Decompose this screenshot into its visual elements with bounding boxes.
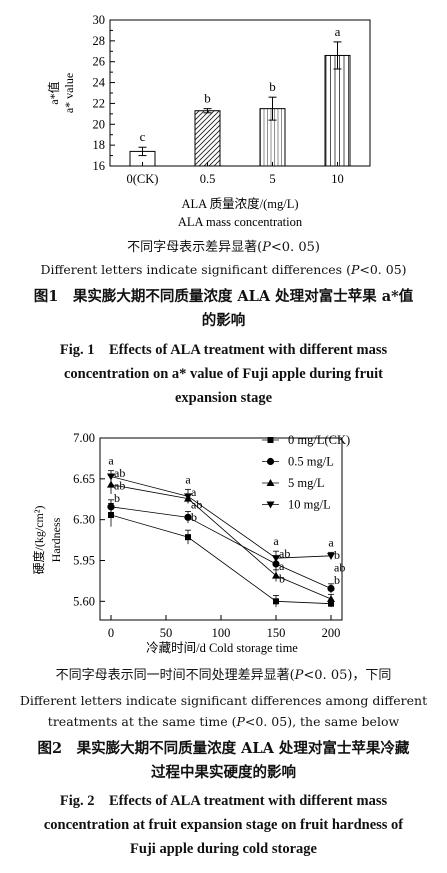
f2-point-s1-p1	[184, 513, 192, 521]
f1-ylabel-en: a* value	[62, 73, 76, 113]
f2-ytick-label-2: 6.30	[73, 513, 95, 527]
f2-sig-letter-s3-p2: a	[273, 534, 279, 548]
f1-bar-1	[194, 110, 221, 167]
f2-point-s0-p2	[273, 598, 279, 605]
f2-legend-label-1: 0.5 mg/L	[288, 455, 334, 469]
f1-ytick-label-6: 28	[93, 34, 106, 48]
f2-plot-frame	[99, 437, 343, 621]
f2-sig-letter-s0-p3: b	[334, 573, 340, 587]
f1-xtick-label-1: 0.5	[200, 172, 216, 186]
f2-series-line-3	[110, 476, 332, 559]
f2-ylabel-cn: 硬度/(kg/cm²)	[31, 506, 46, 575]
f1-ytick-label-5: 26	[93, 55, 106, 69]
f1-ylabel-cn: a*值	[46, 81, 61, 104]
f2-point-s3-p0	[107, 473, 115, 481]
f1-sig-letter-3: a	[335, 24, 341, 39]
f1-ytick-label-0: 16	[93, 159, 106, 173]
f2-point-s1-p0	[107, 503, 115, 511]
f2-ytick-label-0: 5.60	[73, 594, 95, 608]
f2-sig-letter-s1-p3: ab	[334, 560, 345, 574]
f2-xlabel: 冷藏时间/d Cold storage time	[146, 641, 298, 655]
f1-ytick-label-1: 18	[93, 138, 106, 152]
f2-legend-label-3: 10 mg/L	[288, 498, 331, 512]
f2-point-s2-p3	[327, 595, 335, 602]
f2-ytick-label-4: 7.00	[73, 431, 95, 445]
f2-sig-letter-s1-p1: ab	[191, 497, 202, 511]
f2-legend-marker-3	[266, 501, 275, 509]
f2-xtick-label-2: 100	[212, 626, 231, 640]
f2-series-line-1	[110, 506, 332, 589]
f2-sig-letter-s2-p3: b	[334, 548, 340, 562]
f2-point-s2-p0	[107, 480, 115, 488]
f1-plot-frame	[109, 19, 371, 167]
f2-sig-letter-s0-p1: b	[191, 510, 197, 524]
f2-xtick-label-3: 150	[267, 626, 286, 640]
f1-note-en: Different letters indicate significant d…	[40, 262, 407, 277]
f2-series-line-0	[110, 514, 332, 605]
f2-legend-marker-0	[267, 437, 274, 443]
f1-caption-cn: 图1 果实膨大期不同质量浓度 ALA 处理对富士苹果 a*值 的影响	[33, 288, 414, 329]
f2-xtick-label-0: 0	[108, 626, 114, 640]
f2-sig-letter-s3-p1: a	[185, 472, 191, 486]
f2-legend-marker-2	[266, 479, 275, 486]
f2-point-s0-p0	[108, 512, 114, 518]
f1-bar-3	[324, 54, 351, 167]
f2-sig-letter-s1-p0: ab	[114, 479, 125, 493]
f1-xlabel-en: ALA mass concentration	[178, 215, 303, 229]
f2-legend-marker-1	[266, 457, 275, 466]
f2-note-cn: 不同字母表示同一时间不同处理差异显著(P<0. 05)，下同	[55, 668, 392, 683]
f2-point-s1-p3	[327, 584, 335, 593]
f1-xtick-label-2: 5	[269, 172, 275, 186]
figure-1-bar-chart: 16 18 20 22 24 26 28 30 c 0(CK) b 0.5 b 5 a 10 a*值 a* …	[46, 13, 371, 229]
f2-caption-cn: 图2 果实膨大期不同质量浓度 ALA 处理对富士苹果冷藏 过程中果实硬度的影响	[37, 740, 410, 781]
f1-sig-letter-2: b	[269, 79, 276, 94]
f2-legend-label-0: 0 mg/L(CK)	[288, 433, 350, 447]
f2-ylabel-en: Hardness	[49, 517, 63, 562]
f2-point-s0-p1	[185, 534, 191, 541]
f2-sig-letter-s3-p0: a	[108, 454, 114, 468]
f2-sig-letter-s1-p2: a	[279, 559, 285, 573]
f1-sig-letter-1: b	[204, 91, 211, 106]
f1-caption-en: Fig. 1 Effects of ALA treatment with dif…	[59, 342, 388, 406]
f2-point-s0-p3	[328, 600, 334, 607]
f1-note-cn: 不同字母表示差异显著(P<0. 05)	[127, 240, 320, 255]
f2-sig-letter-s2-p2: ab	[279, 547, 290, 561]
f2-caption-en: Fig. 2 Effects of ALA treatment with dif…	[43, 793, 404, 857]
f1-ytick-label-2: 20	[93, 117, 106, 131]
f1-ytick-label-3: 22	[93, 96, 106, 110]
f1-sig-letter-0: c	[140, 129, 146, 144]
f2-sig-letter-s2-p1: a	[191, 485, 197, 499]
f2-point-s3-p1	[184, 493, 192, 501]
f2-point-s3-p2	[272, 555, 280, 563]
f2-sig-letter-s2-p0: ab	[114, 466, 125, 480]
f1-ytick-label-4: 24	[93, 76, 106, 90]
f2-xtick-label-1: 50	[160, 626, 173, 640]
f1-xlabel-cn: ALA 质量浓度/(mg/L)	[181, 196, 298, 211]
f2-note-en: Different letters indicate significant d…	[19, 693, 428, 729]
f2-legend-label-2: 5 mg/L	[288, 476, 324, 490]
f2-point-s2-p2	[272, 571, 280, 579]
f2-ytick-label-3: 6.65	[73, 472, 95, 486]
f2-ytick-label-1: 5.95	[73, 554, 95, 568]
f1-xtick-label-0: 0(CK)	[127, 172, 159, 186]
f2-series-line-2	[110, 484, 332, 600]
f2-point-s3-p3	[327, 552, 335, 560]
f2-sig-letter-s3-p3: a	[328, 535, 334, 549]
figure-2-line-chart: 5.605.956.306.657.000 50 100 150 200 aababba…	[31, 431, 350, 655]
f1-ytick-label-7: 30	[93, 13, 106, 27]
f2-xtick-label-4: 200	[322, 626, 341, 640]
f2-sig-letter-s0-p2: b	[279, 572, 285, 586]
f1-xtick-label-3: 10	[331, 172, 344, 186]
f2-sig-letter-s0-p0: b	[114, 491, 120, 505]
